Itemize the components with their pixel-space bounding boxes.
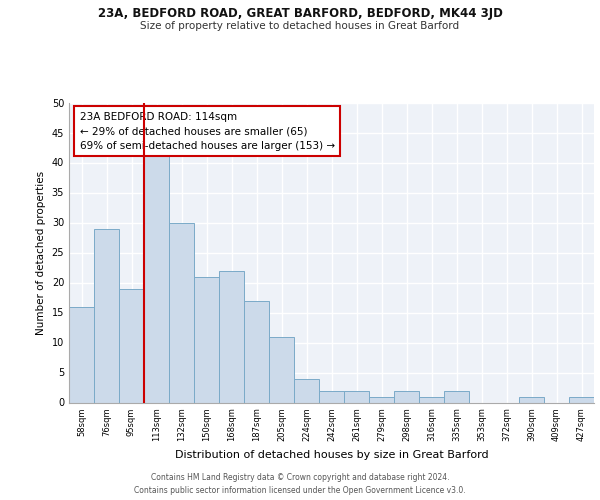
Bar bbox=[144, 150, 169, 402]
Bar bbox=[94, 228, 119, 402]
Bar bbox=[219, 270, 244, 402]
Bar bbox=[444, 390, 469, 402]
Bar bbox=[244, 300, 269, 402]
Y-axis label: Number of detached properties: Number of detached properties bbox=[36, 170, 46, 334]
Bar bbox=[294, 378, 319, 402]
X-axis label: Distribution of detached houses by size in Great Barford: Distribution of detached houses by size … bbox=[175, 450, 488, 460]
Bar bbox=[169, 222, 194, 402]
Bar bbox=[269, 336, 294, 402]
Text: 23A BEDFORD ROAD: 114sqm
← 29% of detached houses are smaller (65)
69% of semi-d: 23A BEDFORD ROAD: 114sqm ← 29% of detach… bbox=[79, 112, 335, 151]
Bar bbox=[569, 396, 594, 402]
Bar bbox=[119, 288, 144, 403]
Text: 23A, BEDFORD ROAD, GREAT BARFORD, BEDFORD, MK44 3JD: 23A, BEDFORD ROAD, GREAT BARFORD, BEDFOR… bbox=[98, 8, 502, 20]
Bar bbox=[519, 396, 544, 402]
Bar bbox=[394, 390, 419, 402]
Bar bbox=[69, 306, 94, 402]
Bar bbox=[319, 390, 344, 402]
Text: Size of property relative to detached houses in Great Barford: Size of property relative to detached ho… bbox=[140, 21, 460, 31]
Bar bbox=[194, 276, 219, 402]
Bar bbox=[344, 390, 369, 402]
Text: Contains HM Land Registry data © Crown copyright and database right 2024.
Contai: Contains HM Land Registry data © Crown c… bbox=[134, 474, 466, 495]
Bar bbox=[419, 396, 444, 402]
Bar bbox=[369, 396, 394, 402]
